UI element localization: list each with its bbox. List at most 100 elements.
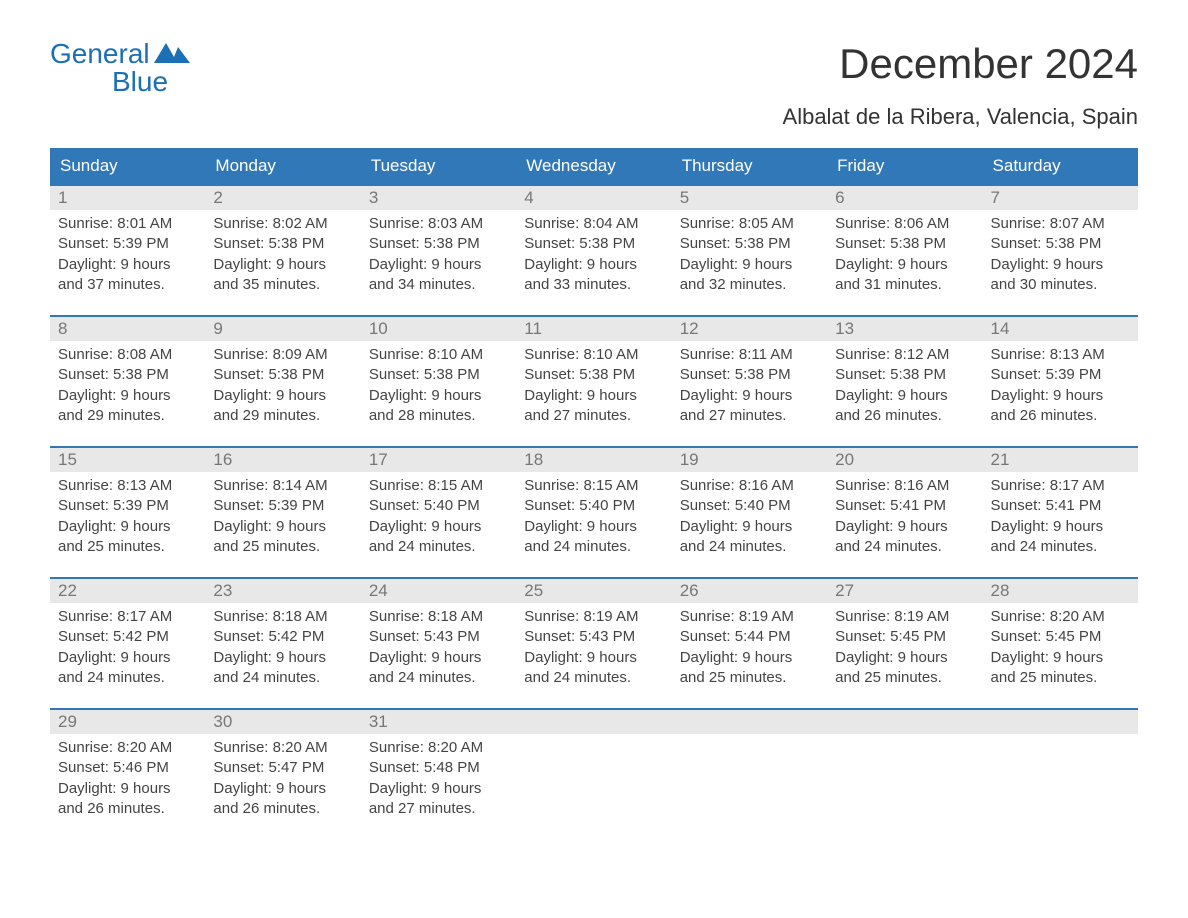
day-header: Wednesday: [516, 148, 671, 184]
sunrise-line: Sunrise: 8:20 AM: [991, 607, 1130, 627]
day-number: 4: [516, 186, 671, 210]
page-title: December 2024: [839, 40, 1138, 88]
day-number: 26: [672, 579, 827, 603]
sunrise-line: Sunrise: 8:17 AM: [58, 607, 197, 627]
day-number: [827, 710, 982, 734]
week-row: 29Sunrise: 8:20 AMSunset: 5:46 PMDayligh…: [50, 708, 1138, 829]
logo-word-1: General: [50, 40, 150, 68]
day-number: 13: [827, 317, 982, 341]
daylight-line: Daylight: 9 hours and 27 minutes.: [369, 779, 508, 820]
calendar-cell: 24Sunrise: 8:18 AMSunset: 5:43 PMDayligh…: [361, 579, 516, 698]
sunset-line: Sunset: 5:38 PM: [835, 234, 974, 254]
sunrise-line: Sunrise: 8:18 AM: [369, 607, 508, 627]
sunrise-line: Sunrise: 8:02 AM: [213, 214, 352, 234]
sunrise-line: Sunrise: 8:18 AM: [213, 607, 352, 627]
cell-body: Sunrise: 8:04 AMSunset: 5:38 PMDaylight:…: [516, 210, 671, 305]
daylight-line: Daylight: 9 hours and 29 minutes.: [213, 386, 352, 427]
sunset-line: Sunset: 5:41 PM: [991, 496, 1130, 516]
cell-body: Sunrise: 8:05 AMSunset: 5:38 PMDaylight:…: [672, 210, 827, 305]
cell-body: Sunrise: 8:16 AMSunset: 5:40 PMDaylight:…: [672, 472, 827, 567]
sunset-line: Sunset: 5:48 PM: [369, 758, 508, 778]
calendar-cell: 17Sunrise: 8:15 AMSunset: 5:40 PMDayligh…: [361, 448, 516, 567]
day-number: 7: [983, 186, 1138, 210]
sunrise-line: Sunrise: 8:19 AM: [524, 607, 663, 627]
daylight-line: Daylight: 9 hours and 24 minutes.: [369, 517, 508, 558]
day-header: Friday: [827, 148, 982, 184]
calendar-cell: 3Sunrise: 8:03 AMSunset: 5:38 PMDaylight…: [361, 186, 516, 305]
day-number: [983, 710, 1138, 734]
sunrise-line: Sunrise: 8:15 AM: [524, 476, 663, 496]
sunrise-line: Sunrise: 8:16 AM: [680, 476, 819, 496]
sunset-line: Sunset: 5:39 PM: [213, 496, 352, 516]
sunset-line: Sunset: 5:39 PM: [991, 365, 1130, 385]
sunset-line: Sunset: 5:38 PM: [58, 365, 197, 385]
cell-body: Sunrise: 8:19 AMSunset: 5:44 PMDaylight:…: [672, 603, 827, 698]
calendar-cell: 8Sunrise: 8:08 AMSunset: 5:38 PMDaylight…: [50, 317, 205, 436]
day-number: 16: [205, 448, 360, 472]
calendar-cell: 30Sunrise: 8:20 AMSunset: 5:47 PMDayligh…: [205, 710, 360, 829]
sunset-line: Sunset: 5:38 PM: [524, 234, 663, 254]
day-number: 17: [361, 448, 516, 472]
calendar-body: 1Sunrise: 8:01 AMSunset: 5:39 PMDaylight…: [50, 184, 1138, 829]
day-header: Monday: [205, 148, 360, 184]
day-header: Tuesday: [361, 148, 516, 184]
day-number: 22: [50, 579, 205, 603]
daylight-line: Daylight: 9 hours and 24 minutes.: [58, 648, 197, 689]
day-number: 2: [205, 186, 360, 210]
daylight-line: Daylight: 9 hours and 37 minutes.: [58, 255, 197, 296]
day-number: [672, 710, 827, 734]
sunset-line: Sunset: 5:46 PM: [58, 758, 197, 778]
cell-body: [516, 734, 671, 748]
cell-body: Sunrise: 8:10 AMSunset: 5:38 PMDaylight:…: [361, 341, 516, 436]
cell-body: Sunrise: 8:19 AMSunset: 5:43 PMDaylight:…: [516, 603, 671, 698]
header: General Blue December 2024: [50, 40, 1138, 96]
logo-word-2: Blue: [50, 68, 192, 96]
cell-body: [827, 734, 982, 748]
sunrise-line: Sunrise: 8:13 AM: [991, 345, 1130, 365]
sunrise-line: Sunrise: 8:10 AM: [524, 345, 663, 365]
sunset-line: Sunset: 5:38 PM: [369, 234, 508, 254]
daylight-line: Daylight: 9 hours and 28 minutes.: [369, 386, 508, 427]
cell-body: Sunrise: 8:09 AMSunset: 5:38 PMDaylight:…: [205, 341, 360, 436]
cell-body: Sunrise: 8:15 AMSunset: 5:40 PMDaylight:…: [516, 472, 671, 567]
sunset-line: Sunset: 5:38 PM: [369, 365, 508, 385]
day-number: 9: [205, 317, 360, 341]
day-number: 1: [50, 186, 205, 210]
daylight-line: Daylight: 9 hours and 25 minutes.: [680, 648, 819, 689]
cell-body: Sunrise: 8:20 AMSunset: 5:45 PMDaylight:…: [983, 603, 1138, 698]
daylight-line: Daylight: 9 hours and 32 minutes.: [680, 255, 819, 296]
calendar-cell: [827, 710, 982, 829]
sunset-line: Sunset: 5:39 PM: [58, 234, 197, 254]
day-number: 25: [516, 579, 671, 603]
location-subtitle: Albalat de la Ribera, Valencia, Spain: [50, 104, 1138, 130]
sunset-line: Sunset: 5:38 PM: [213, 365, 352, 385]
cell-body: Sunrise: 8:08 AMSunset: 5:38 PMDaylight:…: [50, 341, 205, 436]
day-number: 5: [672, 186, 827, 210]
daylight-line: Daylight: 9 hours and 35 minutes.: [213, 255, 352, 296]
sunset-line: Sunset: 5:39 PM: [58, 496, 197, 516]
cell-body: Sunrise: 8:14 AMSunset: 5:39 PMDaylight:…: [205, 472, 360, 567]
calendar-cell: 1 Sunrise: 8:01 AMSunset: 5:39 PMDaylight…: [50, 186, 205, 305]
calendar-cell: 21Sunrise: 8:17 AMSunset: 5:41 PMDayligh…: [983, 448, 1138, 567]
sunset-line: Sunset: 5:42 PM: [58, 627, 197, 647]
sunrise-line: Sunrise: 8:07 AM: [991, 214, 1130, 234]
calendar-cell: [672, 710, 827, 829]
calendar-cell: 12Sunrise: 8:11 AMSunset: 5:38 PMDayligh…: [672, 317, 827, 436]
sunrise-line: Sunrise: 8:01 AM: [58, 214, 197, 234]
cell-body: Sunrise: 8:02 AMSunset: 5:38 PMDaylight:…: [205, 210, 360, 305]
sunset-line: Sunset: 5:40 PM: [524, 496, 663, 516]
sunrise-line: Sunrise: 8:20 AM: [58, 738, 197, 758]
daylight-line: Daylight: 9 hours and 24 minutes.: [524, 648, 663, 689]
sunrise-line: Sunrise: 8:09 AM: [213, 345, 352, 365]
cell-body: Sunrise: 8:07 AMSunset: 5:38 PMDaylight:…: [983, 210, 1138, 305]
daylight-line: Daylight: 9 hours and 24 minutes.: [835, 517, 974, 558]
sunrise-line: Sunrise: 8:03 AM: [369, 214, 508, 234]
day-number: 12: [672, 317, 827, 341]
day-number: 8: [50, 317, 205, 341]
sunset-line: Sunset: 5:43 PM: [524, 627, 663, 647]
calendar-cell: 15Sunrise: 8:13 AMSunset: 5:39 PMDayligh…: [50, 448, 205, 567]
daylight-line: Daylight: 9 hours and 25 minutes.: [991, 648, 1130, 689]
calendar-cell: 31Sunrise: 8:20 AMSunset: 5:48 PMDayligh…: [361, 710, 516, 829]
day-number: 31: [361, 710, 516, 734]
sunset-line: Sunset: 5:38 PM: [835, 365, 974, 385]
